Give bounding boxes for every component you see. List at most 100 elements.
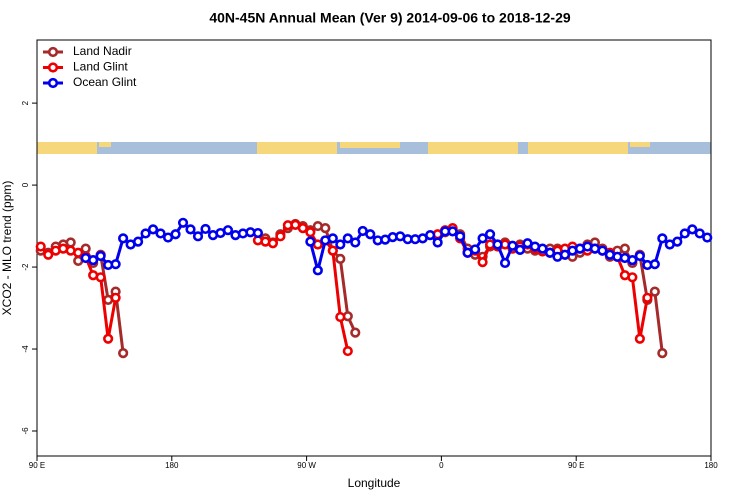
data-point	[177, 217, 189, 228]
data-point	[657, 348, 668, 359]
data-point	[103, 333, 114, 344]
data-point	[222, 225, 234, 236]
data-point	[35, 241, 46, 252]
x-tick-label: 0	[439, 461, 444, 470]
data-point	[342, 233, 353, 244]
data-point	[73, 247, 84, 258]
data-point	[559, 249, 571, 260]
land-band	[37, 142, 97, 154]
data-point	[312, 265, 323, 276]
land-mask-strip	[37, 142, 711, 154]
data-point	[305, 227, 316, 238]
data-point	[342, 345, 353, 357]
data-point	[170, 229, 181, 240]
y-tick-label: -4	[21, 345, 30, 353]
data-point	[499, 257, 511, 269]
data-point	[514, 244, 526, 255]
x-tick-label: 180	[165, 461, 179, 470]
data-point	[335, 253, 346, 264]
y-tick-label: -2	[21, 263, 30, 271]
data-point	[619, 243, 630, 254]
data-point	[118, 233, 129, 244]
data-point	[200, 223, 211, 235]
data-point	[252, 227, 264, 239]
legend-label: Land Glint	[73, 60, 128, 74]
data-point	[507, 240, 518, 251]
legend-marker	[47, 46, 59, 58]
data-point	[350, 327, 361, 338]
data-point	[335, 311, 346, 323]
data-point	[297, 223, 308, 234]
data-point	[425, 229, 436, 241]
data-point	[147, 224, 159, 235]
data-point	[455, 231, 466, 242]
data-point	[95, 250, 106, 262]
y-tick-label: -6	[21, 427, 30, 435]
x-tick-label: 180	[704, 461, 718, 470]
y-tick-label: 2	[21, 100, 30, 105]
data-point	[537, 243, 548, 254]
x-tick-label: 90 W	[297, 461, 316, 470]
data-point	[634, 250, 645, 262]
data-point	[470, 244, 481, 255]
land-band	[528, 142, 628, 154]
data-point	[649, 259, 660, 270]
land-band	[257, 142, 337, 154]
legend-label: Ocean Glint	[73, 75, 137, 89]
x-axis-label: Longitude	[348, 476, 401, 490]
data-point	[672, 236, 683, 247]
y-tick-label: 0	[21, 182, 30, 187]
data-point	[65, 237, 76, 248]
data-point	[484, 229, 496, 240]
data-point	[649, 286, 660, 297]
data-point	[477, 233, 488, 244]
data-point	[192, 231, 204, 242]
data-point	[335, 239, 346, 250]
data-point	[140, 228, 151, 239]
data-point	[365, 229, 376, 240]
data-point	[492, 239, 503, 250]
data-point	[110, 292, 121, 303]
legend-label: Land Nadir	[73, 44, 132, 58]
data-point	[275, 231, 286, 242]
data-point	[95, 272, 106, 283]
data-point	[702, 232, 713, 243]
series-line	[85, 220, 708, 271]
data-point	[694, 228, 705, 239]
data-point	[597, 245, 608, 256]
land-band	[630, 142, 650, 147]
data-point	[155, 228, 166, 239]
data-point	[657, 233, 668, 244]
data-point	[320, 223, 331, 234]
data-point	[432, 237, 443, 248]
data-point	[267, 238, 279, 249]
data-point	[185, 224, 196, 235]
data-point	[627, 254, 638, 266]
data-point	[350, 237, 361, 248]
data-point	[88, 254, 99, 266]
data-point	[544, 247, 556, 258]
chart-title: 40N-45N Annual Mean (Ver 9) 2014-09-06 t…	[209, 10, 571, 26]
x-tick-label: 90 E	[568, 461, 584, 470]
land-band	[428, 142, 518, 154]
data-point	[327, 245, 338, 256]
x-tick-label: 90 E	[29, 461, 45, 470]
data-point	[642, 292, 653, 303]
legend-marker	[47, 77, 59, 89]
data-point	[447, 226, 458, 237]
data-point	[133, 236, 144, 247]
land-band	[99, 142, 111, 147]
data-point	[327, 233, 338, 244]
legend-marker	[47, 62, 59, 73]
data-point	[305, 236, 316, 247]
data-point	[43, 249, 54, 260]
y-axis-label: XCO2 - MLO trend (ppm)	[0, 181, 14, 316]
data-point	[687, 224, 698, 235]
data-point	[634, 333, 645, 344]
data-point	[110, 259, 121, 270]
land-band	[340, 142, 400, 148]
data-point	[679, 228, 690, 239]
data-point	[627, 272, 638, 283]
